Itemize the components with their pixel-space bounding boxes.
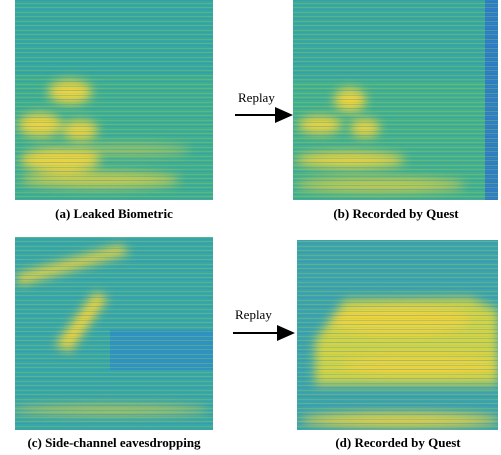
caption: (d) Recorded by Quest bbox=[335, 435, 461, 450]
arrow-label: Replay bbox=[235, 307, 272, 322]
spectrogram-b bbox=[293, 0, 498, 200]
arrow-label: Replay bbox=[238, 90, 275, 105]
spectrogram-a bbox=[15, 0, 213, 200]
spectrogram-d bbox=[297, 240, 500, 430]
figure: Replay Replay (a) Leaked Biometric (b) R… bbox=[0, 0, 501, 455]
caption: (b) Recorded by Quest bbox=[333, 206, 459, 221]
caption: (c) Side-channel eavesdropping bbox=[27, 435, 201, 450]
spectrogram-c bbox=[10, 237, 213, 430]
caption: (a) Leaked Biometric bbox=[55, 206, 173, 221]
